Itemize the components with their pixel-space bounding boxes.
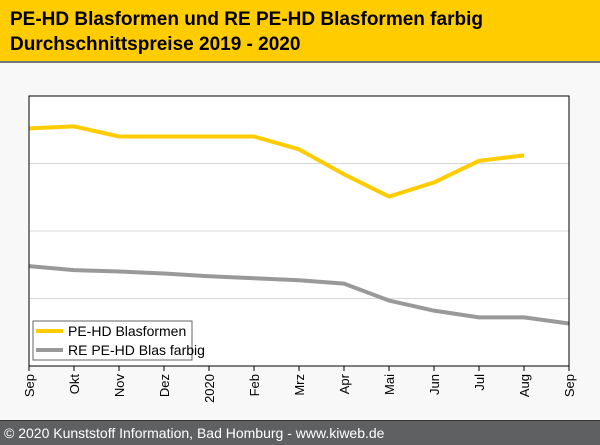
x-tick-label: Jul — [472, 374, 487, 391]
x-tick-label: Feb — [247, 374, 262, 396]
legend-label: PE-HD Blasformen — [68, 323, 186, 339]
x-tick-label: Nov — [112, 374, 127, 398]
x-tick-label: Sep — [22, 374, 37, 397]
x-tick-label: Mai — [382, 374, 397, 395]
x-tick-label: 2020 — [202, 374, 217, 403]
x-tick-label: Jun — [427, 374, 442, 395]
x-tick-label: Okt — [67, 374, 82, 395]
x-tick-label: Dez — [157, 374, 172, 397]
footer: © 2020 Kunststoff Information, Bad Hombu… — [0, 420, 600, 445]
x-tick-label: Aug — [517, 374, 532, 397]
x-tick-label: Mrz — [292, 374, 307, 396]
legend-label: RE PE-HD Blas farbig — [68, 342, 205, 358]
copyright-text: © 2020 Kunststoff Information, Bad Hombu… — [4, 425, 384, 441]
line-chart: Sep Okt Nov Dez 2020 Feb Mrz Apr Mai Jun Jul Aug Sep… — [0, 0, 600, 420]
x-tick-label: Apr — [337, 373, 352, 394]
x-tick-label: Sep — [562, 374, 577, 397]
